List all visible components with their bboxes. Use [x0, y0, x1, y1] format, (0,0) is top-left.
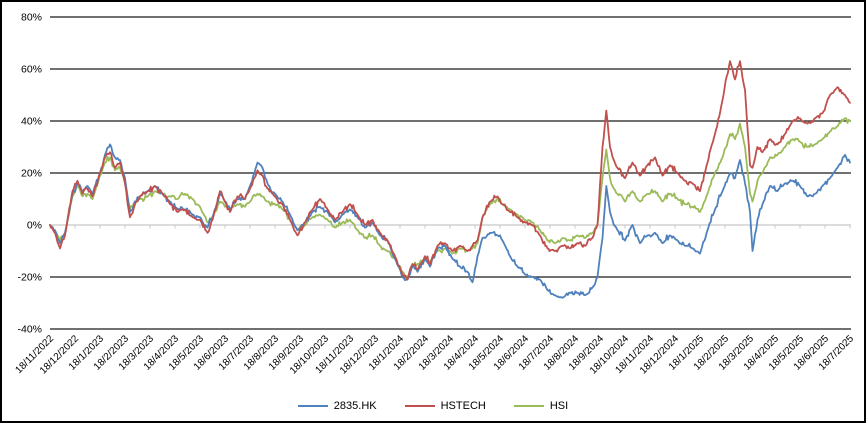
y-axis-label: 60% [21, 64, 42, 76]
y-axis-label: 20% [21, 168, 42, 180]
legend-item-2835-hk: 2835.HK [297, 400, 377, 412]
series-line-hstech [49, 60, 851, 281]
legend-line-swatch [404, 405, 435, 407]
legend-item-hsi: HSI [513, 400, 569, 412]
legend-label: HSTECH [440, 400, 486, 412]
legend-label: HSI [549, 400, 569, 412]
y-axis-label: 40% [21, 116, 42, 128]
y-axis-label: 0% [27, 220, 42, 232]
series-line-hsi [49, 117, 851, 278]
legend-item-hstech: HSTECH [404, 400, 486, 412]
legend-line-swatch [513, 405, 544, 407]
y-axis-label: -20% [17, 272, 42, 284]
chart-legend: 2835.HK HSTECH HSI [2, 400, 864, 412]
legend-line-swatch [297, 405, 328, 407]
legend-label: 2835.HK [333, 400, 377, 412]
y-axis-label: 80% [21, 12, 42, 24]
y-axis-label: -40% [17, 324, 42, 336]
series-line-2835-hk [49, 143, 851, 299]
